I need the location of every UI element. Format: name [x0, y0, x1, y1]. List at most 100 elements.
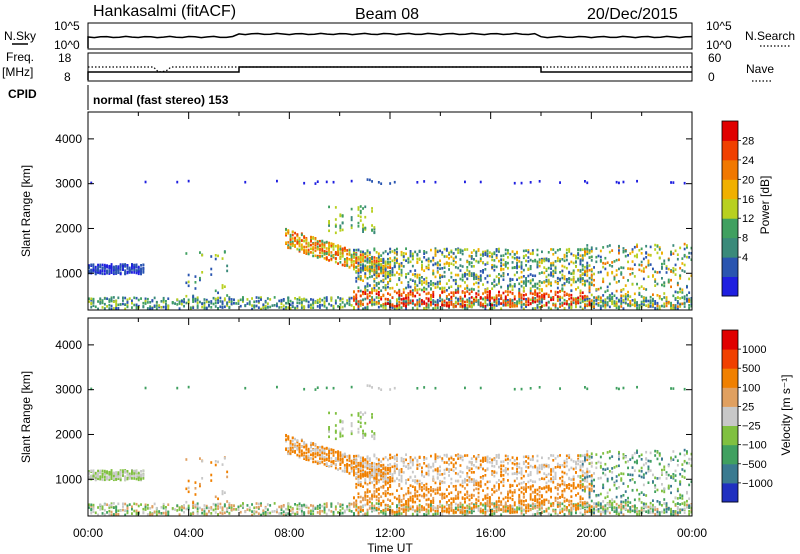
- heatmap-cell: [441, 291, 444, 294]
- heatmap-cell: [577, 296, 580, 300]
- heatmap-cell: [672, 269, 675, 273]
- heatmap-cell: [108, 303, 111, 307]
- heatmap-cell: [332, 248, 335, 251]
- heatmap-cell: [405, 465, 407, 468]
- heatmap-cell: [468, 299, 471, 303]
- heatmap-cell: [262, 303, 265, 306]
- heatmap-cell: [518, 256, 521, 260]
- heatmap-cell: [287, 301, 290, 305]
- heatmap-cell: [550, 262, 552, 265]
- heatmap-cell: [287, 436, 290, 440]
- heatmap-cell: [90, 298, 93, 302]
- heatmap-cell: [536, 298, 539, 302]
- heatmap-cell: [362, 252, 364, 255]
- heatmap-cell: [405, 247, 407, 250]
- heatmap-cell: [518, 301, 521, 305]
- heatmap-cell: [380, 388, 383, 391]
- heatmap-cell: [461, 297, 464, 301]
- heatmap-cell: [432, 307, 435, 310]
- heatmap-cell: [495, 283, 498, 286]
- heatmap-cell: [135, 271, 138, 275]
- heatmap-cell: [223, 298, 226, 302]
- heatmap-cell: [688, 277, 691, 281]
- heatmap-cell: [418, 297, 421, 301]
- heatmap-cell: [323, 305, 326, 308]
- heatmap-cell: [468, 254, 471, 258]
- heatmap-cell: [608, 282, 611, 286]
- heatmap-cell: [341, 252, 344, 255]
- heatmap-cell: [649, 305, 652, 308]
- heatmap-cell: [484, 251, 487, 255]
- heatmap-cell: [443, 299, 446, 303]
- heatmap-cell: [477, 275, 480, 279]
- heatmap-cell: [287, 306, 290, 309]
- heatmap-cell: [679, 287, 682, 291]
- heatmap-cell: [423, 290, 426, 293]
- heatmap-cell: [212, 502, 215, 506]
- heatmap-cell: [516, 266, 518, 270]
- heatmap-cell: [486, 252, 489, 255]
- heatmap-cell: [377, 258, 380, 261]
- heatmap-cell: [396, 261, 398, 264]
- heatmap-cell: [112, 271, 115, 274]
- heatmap-cell: [144, 508, 147, 511]
- heatmap-cell: [380, 502, 383, 505]
- heatmap-cell: [416, 257, 419, 261]
- heatmap-cell: [520, 293, 523, 297]
- heatmap-cell: [371, 494, 373, 498]
- heatmap-cell: [595, 247, 598, 250]
- heatmap-cell: [398, 303, 401, 307]
- heatmap-cell: [427, 505, 430, 509]
- heatmap-cell: [389, 470, 392, 473]
- heatmap-cell: [183, 504, 185, 507]
- heatmap-cell: [572, 275, 575, 279]
- heatmap-cell: [620, 299, 623, 303]
- heatmap-cell: [221, 512, 224, 515]
- heatmap-cell: [627, 298, 629, 301]
- heatmap-cell: [337, 457, 339, 461]
- heatmap-cell: [314, 182, 317, 185]
- heatmap-cell: [570, 303, 573, 306]
- heatmap-cell: [552, 253, 555, 256]
- heatmap-cell: [389, 257, 392, 260]
- heatmap-cell: [296, 242, 299, 245]
- heatmap-cell: [115, 304, 118, 307]
- heatmap-cell: [414, 273, 417, 276]
- heatmap-cell: [534, 284, 537, 288]
- heatmap-cell: [414, 282, 417, 286]
- heatmap-cell: [398, 277, 401, 280]
- heatmap-cell: [477, 293, 480, 296]
- heatmap-cell: [357, 206, 360, 209]
- heatmap-cell: [92, 510, 95, 513]
- heatmap-cell: [291, 244, 294, 247]
- heatmap-cell: [559, 305, 561, 308]
- heatmap-cell: [151, 512, 154, 516]
- heatmap-cell: [432, 508, 435, 512]
- heatmap-cell: [112, 513, 115, 516]
- heatmap-cell: [686, 246, 688, 249]
- heatmap-cell: [507, 293, 509, 297]
- heatmap-cell: [359, 510, 362, 513]
- heatmap-cell: [357, 275, 360, 278]
- heatmap-cell: [448, 293, 450, 296]
- heatmap-cell: [362, 475, 364, 478]
- heatmap-cell: [377, 282, 380, 285]
- heatmap-cell: [110, 505, 113, 509]
- heatmap-cell: [382, 480, 385, 483]
- heatmap-cell: [124, 475, 127, 478]
- heatmap-cell: [656, 304, 659, 308]
- heatmap-cell: [457, 290, 460, 294]
- heatmap-cell: [280, 506, 283, 509]
- heatmap-cell: [393, 290, 396, 293]
- heatmap-cell: [203, 504, 206, 507]
- heatmap-cell: [106, 264, 108, 268]
- heatmap-cell: [124, 296, 127, 300]
- heatmap-cell: [373, 287, 376, 290]
- heatmap-cell: [407, 507, 410, 511]
- heatmap-cell: [402, 288, 405, 291]
- heatmap-cell: [502, 299, 505, 302]
- heatmap-cell: [448, 286, 450, 290]
- heatmap-cell: [287, 450, 290, 453]
- heatmap-cell: [427, 509, 430, 512]
- heatmap-cell: [294, 503, 296, 506]
